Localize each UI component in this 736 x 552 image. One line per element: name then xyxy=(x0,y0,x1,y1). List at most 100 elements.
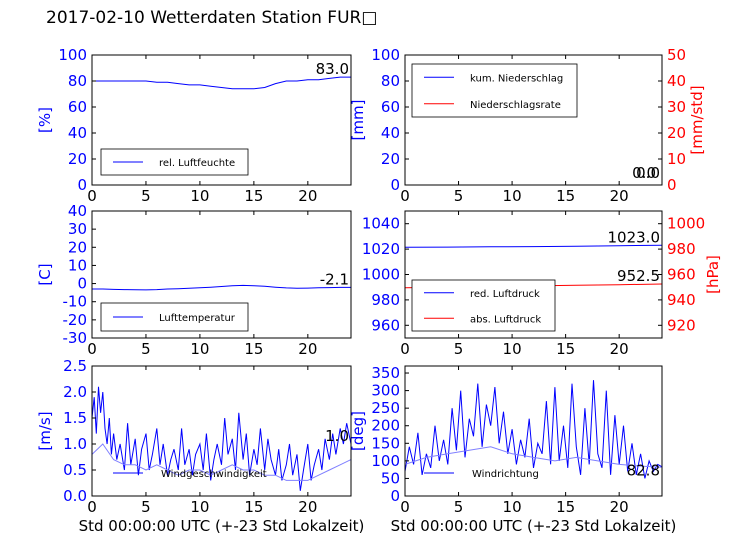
last-value-winddirection: 82.8 xyxy=(627,461,660,479)
series-line-windspeed-0 xyxy=(91,386,352,491)
y-tick-label: 0.0 xyxy=(63,487,87,505)
y-tick-right-label: 50 xyxy=(667,46,686,64)
y-tick-label: 40 xyxy=(68,124,87,142)
y-tick-label: 250 xyxy=(371,399,400,417)
y-tick-right-label: 40 xyxy=(667,72,686,90)
y-tick-right-label: 960 xyxy=(667,266,696,284)
y-tick-label: -10 xyxy=(63,293,88,311)
y-tick-label: 0.5 xyxy=(63,461,87,479)
y-axis-label: [mm] xyxy=(349,100,367,141)
y-tick-label: 100 xyxy=(58,46,87,64)
x-tick-label: 10 xyxy=(503,340,522,358)
y-axis-label: [C] xyxy=(36,263,54,285)
series-line-temperature-0 xyxy=(92,284,351,291)
x-axis-label: Std 00:00:00 UTC (+-23 Std Lokalzeit) xyxy=(391,517,677,535)
last-value-2-pressure: 952.5 xyxy=(617,267,660,285)
last-value-pressure: 1023.0 xyxy=(608,228,661,246)
x-tick-label: 15 xyxy=(556,340,575,358)
y-tick-label: 50 xyxy=(381,469,400,487)
y-tick-right-label: 20 xyxy=(667,124,686,142)
y-tick-right-label: 940 xyxy=(667,291,696,309)
series-line-winddirection-0 xyxy=(404,380,663,479)
x-tick-label: 0 xyxy=(87,187,97,205)
y-tick-label: 10 xyxy=(68,256,87,274)
y-tick-label: 100 xyxy=(371,452,400,470)
x-tick-label: 20 xyxy=(298,187,317,205)
y-tick-label: 1040 xyxy=(362,215,400,233)
x-tick-label: 15 xyxy=(244,340,263,358)
x-tick-label: 15 xyxy=(556,187,575,205)
y-tick-label: 1020 xyxy=(362,240,400,258)
y-tick-label: 1.0 xyxy=(63,435,87,453)
y-tick-label: 80 xyxy=(68,72,87,90)
y-axis-label: [%] xyxy=(36,107,54,133)
x-tick-label: 5 xyxy=(454,187,464,205)
last-value-temperature: -2.1 xyxy=(320,270,349,288)
legend-label: Windgeschwindigkeit xyxy=(161,469,267,480)
x-tick-label: 0 xyxy=(400,340,410,358)
y-tick-label: 80 xyxy=(381,72,400,90)
legend-label: rel. Luftfeuchte xyxy=(159,158,235,169)
y-tick-label: 40 xyxy=(68,202,87,220)
y-tick-label: 980 xyxy=(371,291,400,309)
legend-box-precipitation xyxy=(411,63,578,118)
series-line-pressure-0 xyxy=(404,244,663,248)
x-tick-label: 20 xyxy=(610,498,629,516)
x-tick-label: 10 xyxy=(503,498,522,516)
panel-pressure: 0 5 10 15 20 960 980 1000 1020 1040 920 940 960 980 10… xyxy=(362,210,722,358)
x-tick-label: 5 xyxy=(141,498,151,516)
y-tick-label: 100 xyxy=(371,46,400,64)
y-tick-label: 20 xyxy=(381,150,400,168)
y-tick-label: 20 xyxy=(68,150,87,168)
legend-label: red. Luftdruck xyxy=(470,289,540,300)
y-tick-right-label: 920 xyxy=(667,316,696,334)
y-tick-label: 2.0 xyxy=(63,383,87,401)
x-tick-label: 15 xyxy=(556,498,575,516)
legend-label: abs. Luftdruck xyxy=(470,314,541,325)
x-tick-label: 5 xyxy=(454,498,464,516)
last-value-humidity: 83.0 xyxy=(316,60,349,78)
panel-humidity: 0 5 10 15 20 0 20 40 60 80 100 [%] rel. Luftfeuchte 8… xyxy=(36,46,352,205)
y-tick-label: 30 xyxy=(68,220,87,238)
x-tick-label: 15 xyxy=(244,498,263,516)
plot-frame-precipitation xyxy=(404,54,663,186)
x-tick-label: 15 xyxy=(244,187,263,205)
y-tick-label: 150 xyxy=(371,434,400,452)
x-axis-label: Std 00:00:00 UTC (+-23 Std Lokalzeit) xyxy=(79,517,365,535)
plot-frame-temperature xyxy=(91,210,352,339)
x-tick-label: 10 xyxy=(190,498,209,516)
y-tick-label: 20 xyxy=(68,238,87,256)
y-tick-label: 0 xyxy=(77,275,87,293)
y-axis-label-right: [hPa] xyxy=(704,255,722,294)
series-line-humidity-0 xyxy=(92,76,351,90)
series-line-winddirection-1 xyxy=(404,446,663,468)
y-tick-label: 300 xyxy=(371,382,400,400)
x-tick-label: 10 xyxy=(190,340,209,358)
y-tick-label: 0 xyxy=(390,176,400,194)
y-tick-label: 0 xyxy=(77,176,87,194)
last-value-precipitation: 0.0 xyxy=(636,164,660,182)
y-tick-label: 1000 xyxy=(362,266,400,284)
y-tick-right-label: 980 xyxy=(667,240,696,258)
panel-windspeed: 0 5 10 15 20 0.0 0.5 1.0 1.5 2.0 2.5 [m/s] Std 00:00… xyxy=(36,357,364,535)
x-tick-label: 5 xyxy=(454,340,464,358)
y-tick-label: -30 xyxy=(63,329,88,347)
y-tick-label: 60 xyxy=(68,98,87,116)
x-tick-label: 5 xyxy=(141,187,151,205)
y-tick-right-label: 0 xyxy=(667,176,677,194)
legend-label: Niederschlagsrate xyxy=(470,100,561,111)
y-tick-label: 1.5 xyxy=(63,409,87,427)
x-tick-label: 10 xyxy=(190,187,209,205)
panel-temperature: 0 5 10 15 20-30-20-10010203040[C]Lufttempera… xyxy=(36,202,352,358)
x-tick-label: 0 xyxy=(87,340,97,358)
x-tick-label: 20 xyxy=(298,340,317,358)
y-tick-right-label: 1000 xyxy=(667,215,705,233)
y-tick-label: 0 xyxy=(390,487,400,505)
plot-frame-windspeed xyxy=(91,365,352,497)
chart-title: 2017-02-10 Wetterdaten Station FUR□ xyxy=(46,8,378,28)
last-value-windspeed: 1.0 xyxy=(325,427,349,445)
x-tick-label: 0 xyxy=(400,187,410,205)
x-tick-label: 20 xyxy=(610,187,629,205)
